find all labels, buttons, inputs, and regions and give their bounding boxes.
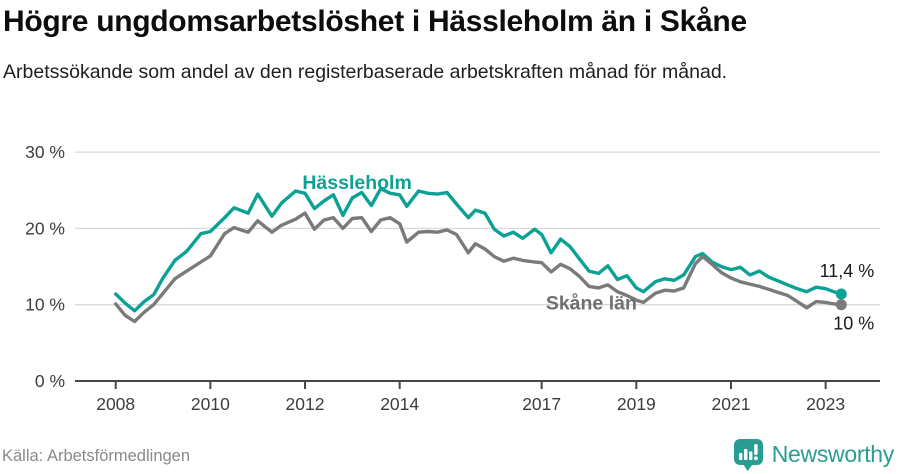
- x-tick-label: 2008: [96, 394, 135, 414]
- y-tick-label: 10 %: [25, 295, 65, 315]
- series-line-skane: [113, 211, 843, 324]
- series-end-value-label: 11,4 %: [820, 261, 875, 281]
- x-tick-label: 2012: [286, 394, 325, 414]
- series-label: Hässleholm: [302, 172, 411, 194]
- series-end-value-label: 10 %: [833, 314, 874, 334]
- series-end-dot: [835, 288, 847, 300]
- newsworthy-chart-bubble-icon: [733, 439, 763, 471]
- x-tick-label: 2019: [617, 394, 656, 414]
- newsworthy-logo: Newsworthy: [733, 438, 894, 471]
- y-tick-label: 30 %: [25, 142, 65, 162]
- series-line-hassleholm: [113, 186, 843, 313]
- x-tick-label: 2021: [712, 394, 751, 414]
- series-end-dot: [835, 299, 847, 311]
- source-note: Källa: Arbetsförmedlingen: [2, 447, 191, 465]
- series-label: Skåne län: [546, 291, 637, 314]
- brand-name: Newsworthy: [771, 441, 895, 467]
- x-tick-label: 2017: [522, 394, 561, 414]
- x-tick-label: 2014: [380, 394, 419, 414]
- y-tick-label: 0 %: [35, 371, 65, 391]
- chart-subtitle: Arbetssökande som andel av den registerb…: [3, 61, 728, 83]
- x-tick-label: 2023: [806, 394, 845, 414]
- y-tick-label: 20 %: [25, 218, 65, 238]
- x-tick-label: 2010: [191, 394, 230, 414]
- chart-title: Högre ungdomsarbetslöshet i Hässleholm ä…: [3, 5, 747, 38]
